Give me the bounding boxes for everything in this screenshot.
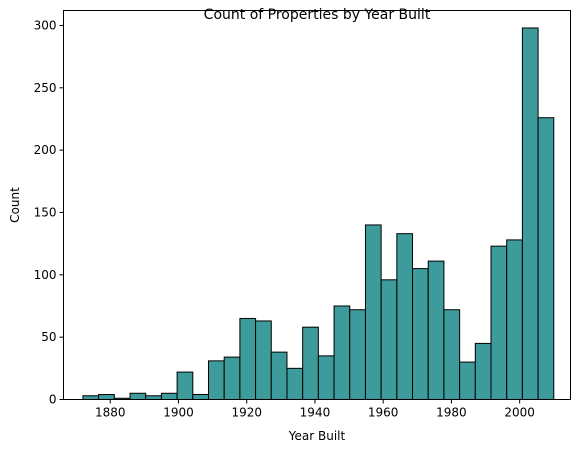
histogram-bar [255, 320, 272, 401]
y-tick-label: 150 [34, 205, 57, 219]
x-tick-label: 1880 [95, 406, 126, 420]
histogram-bar [270, 351, 288, 400]
histogram-bar [490, 245, 508, 400]
x-axis-label: Year Built [288, 429, 346, 443]
histogram-bar [506, 239, 523, 400]
histogram-bar [333, 305, 351, 400]
histogram-bar [239, 317, 257, 401]
x-tick-label: 2000 [504, 406, 535, 420]
histogram-bar [160, 392, 178, 400]
y-tick-label: 300 [34, 18, 57, 32]
chart-title: Count of Properties by Year Built [204, 7, 431, 23]
y-tick-label: 250 [34, 81, 57, 95]
histogram-bar [129, 392, 147, 400]
histogram-bar [537, 117, 555, 400]
histogram-bar [286, 367, 304, 401]
x-tick-label: 1940 [300, 406, 331, 420]
histogram-bar [176, 371, 194, 401]
y-axis-ticks: 0 50 100 150 200 250 300 [34, 18, 64, 407]
histogram-bar [427, 260, 445, 400]
bars-group [82, 27, 555, 401]
x-tick-label: 1960 [368, 406, 399, 420]
histogram-bar [82, 395, 100, 400]
histogram-bar [396, 233, 414, 400]
histogram-bar [223, 356, 241, 401]
histogram-bar [380, 279, 398, 400]
histogram-bar [349, 309, 366, 401]
histogram-bar [208, 360, 225, 401]
y-tick-label: 50 [41, 330, 56, 344]
x-tick-label: 1900 [163, 406, 194, 420]
histogram-bar [364, 224, 382, 400]
y-axis-label: Count [8, 187, 22, 223]
histogram-bar [412, 268, 429, 401]
histogram-bar [459, 361, 476, 401]
histogram-bar [192, 394, 210, 400]
x-tick-label: 1920 [231, 406, 262, 420]
y-tick-label: 0 [49, 393, 57, 407]
histogram-bar [98, 394, 115, 400]
histogram-bar [443, 309, 461, 401]
histogram-bar [302, 326, 319, 400]
histogram-bar [317, 355, 335, 401]
y-tick-label: 200 [34, 143, 57, 157]
x-axis-ticks: 1880 1900 1920 1940 1960 1980 2000 [95, 399, 535, 420]
x-tick-label: 1980 [436, 406, 467, 420]
y-tick-label: 100 [34, 268, 57, 282]
histogram-bar [521, 27, 539, 400]
histogram-bar [474, 342, 492, 400]
histogram-bar [145, 395, 162, 400]
